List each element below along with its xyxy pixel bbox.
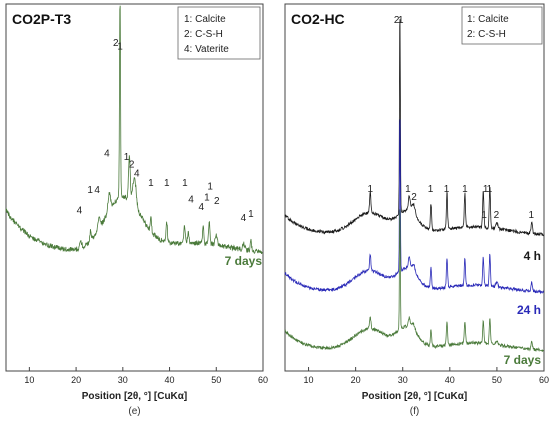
peak-label: 1 — [428, 184, 434, 195]
traces-f: 4 h 24 h 7 days — [284, 19, 545, 367]
x-tick-label: 50 — [211, 375, 221, 385]
legend-entry: 1: Calcite — [184, 14, 226, 25]
peak-label: 2 — [411, 192, 417, 203]
peak-label: 1 — [248, 209, 254, 220]
peak-label: 4 — [104, 148, 110, 159]
plot-frame-f — [284, 3, 545, 372]
x-tick-label: 10 — [304, 375, 314, 385]
peak-label: 2 — [394, 15, 400, 26]
peak-label: 2 — [214, 196, 220, 207]
peak-label: 1 — [398, 15, 404, 26]
series-line-7-days — [284, 209, 545, 353]
peak-label: 4 — [199, 202, 205, 213]
peak-label: 1 — [124, 152, 130, 163]
peak-label: 4 — [241, 213, 247, 224]
x-tick-label: 50 — [492, 375, 502, 385]
x-axis-f: 10 20 30 40 50 60 — [304, 367, 549, 385]
legend-entry: 2: C-S-H — [467, 29, 506, 40]
chart-title: CO2-HC — [291, 11, 345, 27]
series-line-7-days — [5, 5, 263, 255]
peak-label: 1 — [164, 178, 170, 189]
series-line-4-h — [284, 19, 545, 237]
trace-label: 7 days — [504, 353, 542, 367]
peak-label: 1 — [483, 184, 489, 195]
legend-entry: 1: Calcite — [467, 14, 509, 25]
peak-label: 2 — [129, 159, 135, 170]
x-axis-title: Position [2θ, °] [CuKα] — [362, 391, 468, 402]
subfigure-label: (f) — [410, 406, 419, 417]
x-tick-label: 10 — [24, 375, 34, 385]
peak-label: 1 — [462, 184, 468, 195]
peak-label: 1 — [481, 210, 487, 221]
peak-label: 4 — [77, 205, 83, 216]
x-tick-label: 30 — [118, 375, 128, 385]
legend-entry: 2: C-S-H — [184, 29, 223, 40]
peak-label: 4 — [134, 169, 140, 180]
peak-label: 1 — [529, 210, 535, 221]
x-axis-e: 10 20 30 40 50 60 — [24, 367, 268, 385]
peak-label: 1 — [444, 184, 450, 195]
peak-label: 1 — [182, 178, 188, 189]
x-tick-label: 40 — [445, 375, 455, 385]
trace-label: 4 h — [524, 249, 541, 263]
chart-title: CO2P-T3 — [12, 11, 71, 27]
legend-entry: 4: Vaterite — [184, 44, 229, 55]
peak-label: 1 — [207, 182, 213, 193]
x-tick-label: 60 — [539, 375, 549, 385]
series-line-24-h — [284, 119, 544, 295]
legend-e: 1: Calcite 2: C-S-H 4: Vaterite — [177, 6, 261, 60]
legend-box — [177, 6, 261, 60]
panel-co2-hc: 4 h24 h7 days 10 20 30 40 50 60 211 121 1 1 111 2 1… — [284, 3, 549, 417]
x-tick-label: 60 — [258, 375, 268, 385]
peak-label: 4 — [94, 185, 100, 196]
plot-frame-e — [5, 3, 264, 372]
peak-label: 1 — [405, 184, 411, 195]
peak-label: 4 — [188, 194, 194, 205]
peak-label: 1 — [148, 178, 154, 189]
x-tick-label: 40 — [165, 375, 175, 385]
peak-label: 1 — [87, 185, 93, 196]
x-axis-title: Position [2θ, °] [CuKα] — [82, 391, 188, 402]
traces-e: 7 days — [5, 5, 263, 268]
x-tick-label: 20 — [71, 375, 81, 385]
peak-label: 2 — [113, 38, 119, 49]
x-tick-label: 20 — [351, 375, 361, 385]
legend-box — [461, 6, 543, 45]
legend-f: 1: Calcite 2: C-S-H — [461, 6, 543, 45]
trace-label: 7 days — [225, 254, 263, 268]
peak-label: 1 — [204, 193, 210, 204]
subfigure-label: (e) — [128, 406, 140, 417]
peak-label: 1 — [117, 42, 123, 53]
peak-label: 1 — [487, 184, 493, 195]
trace-label: 24 h — [517, 303, 541, 317]
x-tick-label: 30 — [398, 375, 408, 385]
peak-label: 2 — [494, 210, 500, 221]
peak-annotations-f: 211 121 1 1 111 2 1 — [367, 15, 534, 221]
peak-label: 1 — [367, 184, 373, 195]
